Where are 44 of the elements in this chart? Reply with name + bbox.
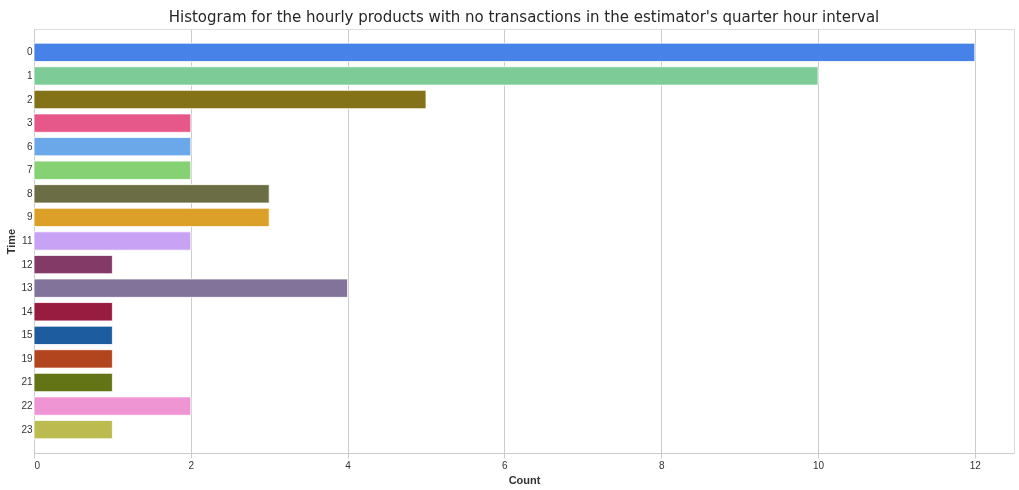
y-tick-label: 21 bbox=[21, 376, 33, 388]
x-tick-label: 0 bbox=[34, 459, 41, 471]
bar bbox=[33, 207, 270, 228]
y-tick-label: 22 bbox=[21, 400, 33, 412]
bar bbox=[33, 42, 976, 62]
y-tick-label: 7 bbox=[26, 164, 33, 176]
y-tick-label: 2 bbox=[26, 93, 33, 105]
y-tick-label: 14 bbox=[21, 305, 33, 317]
x-tick-label: 12 bbox=[969, 459, 982, 471]
y-tick-label: 12 bbox=[21, 258, 33, 270]
y-tick-label: 0 bbox=[26, 46, 33, 58]
bar bbox=[33, 325, 113, 345]
bar bbox=[33, 420, 113, 440]
bar bbox=[33, 396, 192, 416]
bar bbox=[33, 349, 113, 369]
bar bbox=[33, 113, 192, 133]
y-tick-label: 8 bbox=[26, 187, 33, 199]
x-tick-label: 8 bbox=[658, 459, 665, 471]
y-tick-label: 19 bbox=[21, 352, 33, 364]
y-axis-title: Time bbox=[5, 228, 18, 255]
y-tick-label: 23 bbox=[21, 423, 33, 435]
y-tick-label: 9 bbox=[26, 211, 33, 223]
bar bbox=[33, 89, 427, 110]
bar bbox=[33, 302, 113, 322]
x-axis-title: Count bbox=[508, 473, 541, 486]
bar bbox=[33, 278, 348, 298]
x-tick-label: 4 bbox=[345, 459, 352, 471]
y-tick-label: 1 bbox=[26, 69, 33, 81]
bar bbox=[33, 231, 192, 251]
y-tick-label: 3 bbox=[26, 117, 33, 129]
y-tick-label: 6 bbox=[26, 140, 33, 152]
x-tick-label: 2 bbox=[188, 459, 195, 471]
x-tick-label: 10 bbox=[812, 459, 825, 471]
y-tick-label: 15 bbox=[21, 329, 33, 341]
bar bbox=[33, 184, 270, 204]
bar bbox=[33, 254, 113, 275]
bar bbox=[33, 66, 819, 86]
chart-title: Histogram for the hourly products with no transactions in the estimator's quarter hour interval bbox=[168, 8, 880, 26]
bar bbox=[33, 160, 192, 180]
x-tick-label: 6 bbox=[502, 459, 509, 471]
bar bbox=[33, 137, 192, 157]
y-tick-label: 13 bbox=[21, 282, 33, 294]
bar bbox=[33, 372, 113, 393]
y-tick-label: 11 bbox=[22, 235, 33, 246]
